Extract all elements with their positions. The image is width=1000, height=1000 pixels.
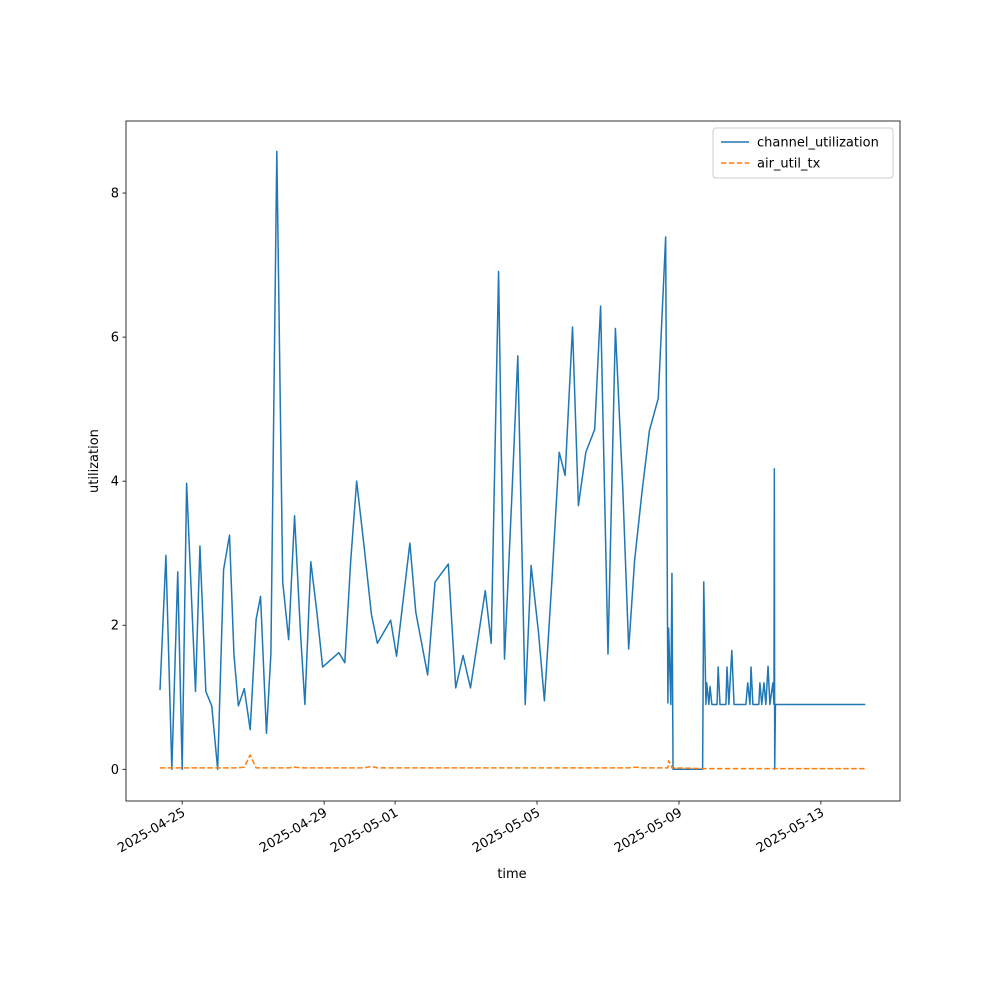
x-tick-label: 2025-04-29 [257, 805, 330, 856]
x-tick-label: 2025-05-05 [470, 805, 543, 856]
x-axis-label: time [497, 867, 526, 882]
series-line [159, 150, 866, 771]
legend: channel_utilization air_util_tx [712, 127, 894, 179]
x-tick-label: 2025-05-09 [612, 805, 685, 856]
x-tick-label: 2025-05-13 [754, 805, 827, 856]
x-tick-label: 2025-04-25 [115, 805, 188, 856]
x-tick-label: 2025-05-01 [328, 805, 401, 856]
series-line [160, 754, 866, 770]
plot-frame [125, 120, 901, 802]
y-tick-label: 0 [111, 763, 119, 778]
y-tick-label: 4 [111, 475, 119, 490]
y-tick-label: 6 [111, 331, 119, 346]
legend-box [712, 127, 894, 179]
y-tick-label: 8 [111, 187, 119, 202]
legend-label: air_util_tx [757, 157, 821, 172]
legend-label: channel_utilization [757, 136, 879, 151]
y-tick-label: 2 [111, 619, 119, 634]
y-axis-label: utilization [87, 429, 102, 493]
